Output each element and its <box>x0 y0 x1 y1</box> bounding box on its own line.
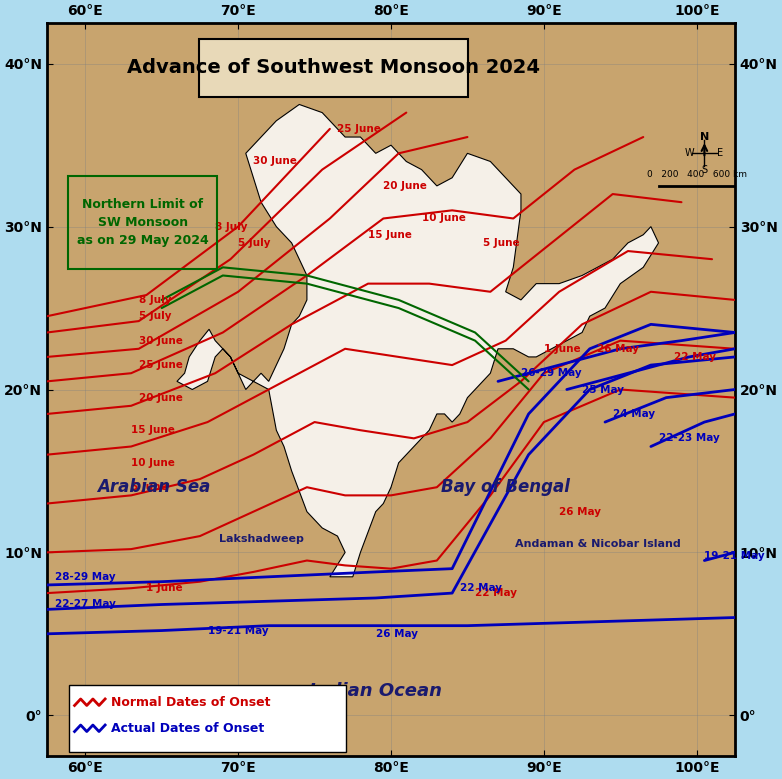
Polygon shape <box>177 104 658 576</box>
FancyBboxPatch shape <box>69 685 346 752</box>
Text: Actual Dates of Onset: Actual Dates of Onset <box>111 722 264 735</box>
Text: Advance of Southwest Monsoon 2024: Advance of Southwest Monsoon 2024 <box>127 58 540 77</box>
Text: Lakshadweep: Lakshadweep <box>219 534 303 545</box>
Text: 24 May: 24 May <box>612 409 655 419</box>
Text: W: W <box>684 148 694 158</box>
Text: 20 June: 20 June <box>383 181 427 191</box>
Text: 15 June: 15 June <box>131 425 175 435</box>
Text: Normal Dates of Onset: Normal Dates of Onset <box>111 696 271 709</box>
Text: Indian Ocean: Indian Ocean <box>309 682 442 700</box>
Text: 19-21 May: 19-21 May <box>207 626 268 636</box>
Text: Andaman & Nicobar Island: Andaman & Nicobar Island <box>515 539 680 549</box>
Text: 5 June: 5 June <box>482 238 519 248</box>
Text: 25 June: 25 June <box>338 124 382 134</box>
Text: 26 May: 26 May <box>375 629 418 639</box>
Text: 22 May: 22 May <box>475 588 517 598</box>
Text: S: S <box>701 164 708 174</box>
Text: 22 May: 22 May <box>460 583 502 594</box>
Text: Bay of Bengal: Bay of Bengal <box>441 478 570 496</box>
Text: 26 May: 26 May <box>597 344 640 354</box>
Text: 1 June: 1 June <box>146 583 183 594</box>
Text: 25 June: 25 June <box>138 360 183 370</box>
Text: N: N <box>700 132 709 142</box>
FancyBboxPatch shape <box>199 38 468 97</box>
Text: 20 June: 20 June <box>138 393 183 403</box>
Text: 8 July: 8 July <box>138 295 171 305</box>
Text: 22 May: 22 May <box>674 352 716 362</box>
Text: Arabian Sea: Arabian Sea <box>97 478 210 496</box>
Text: 5 June: 5 June <box>131 482 167 492</box>
Text: 26-29 May: 26-29 May <box>521 368 582 379</box>
Text: 5 July: 5 July <box>239 238 271 248</box>
Text: 8 July: 8 July <box>215 221 248 231</box>
Text: 28-29 May: 28-29 May <box>55 572 115 582</box>
Text: 22-27 May: 22-27 May <box>55 600 116 609</box>
Text: 15 June: 15 June <box>368 230 412 240</box>
Text: 25 May: 25 May <box>582 385 624 394</box>
Text: 5 July: 5 July <box>138 311 171 321</box>
Text: 10 June: 10 June <box>421 213 465 224</box>
Text: E: E <box>716 148 723 158</box>
Text: 1 June: 1 June <box>543 344 580 354</box>
Text: 0   200   400   600 km: 0 200 400 600 km <box>647 171 747 179</box>
Text: 30 June: 30 June <box>138 336 183 346</box>
Text: 30 June: 30 June <box>253 157 297 167</box>
Text: Northern Limit of
SW Monsoon
as on 29 May 2024: Northern Limit of SW Monsoon as on 29 Ma… <box>77 198 209 247</box>
Text: 22-23 May: 22-23 May <box>658 433 719 443</box>
Text: 26 May: 26 May <box>559 506 601 516</box>
Text: 19-21 May: 19-21 May <box>705 551 765 561</box>
Text: 10 June: 10 June <box>131 458 175 468</box>
